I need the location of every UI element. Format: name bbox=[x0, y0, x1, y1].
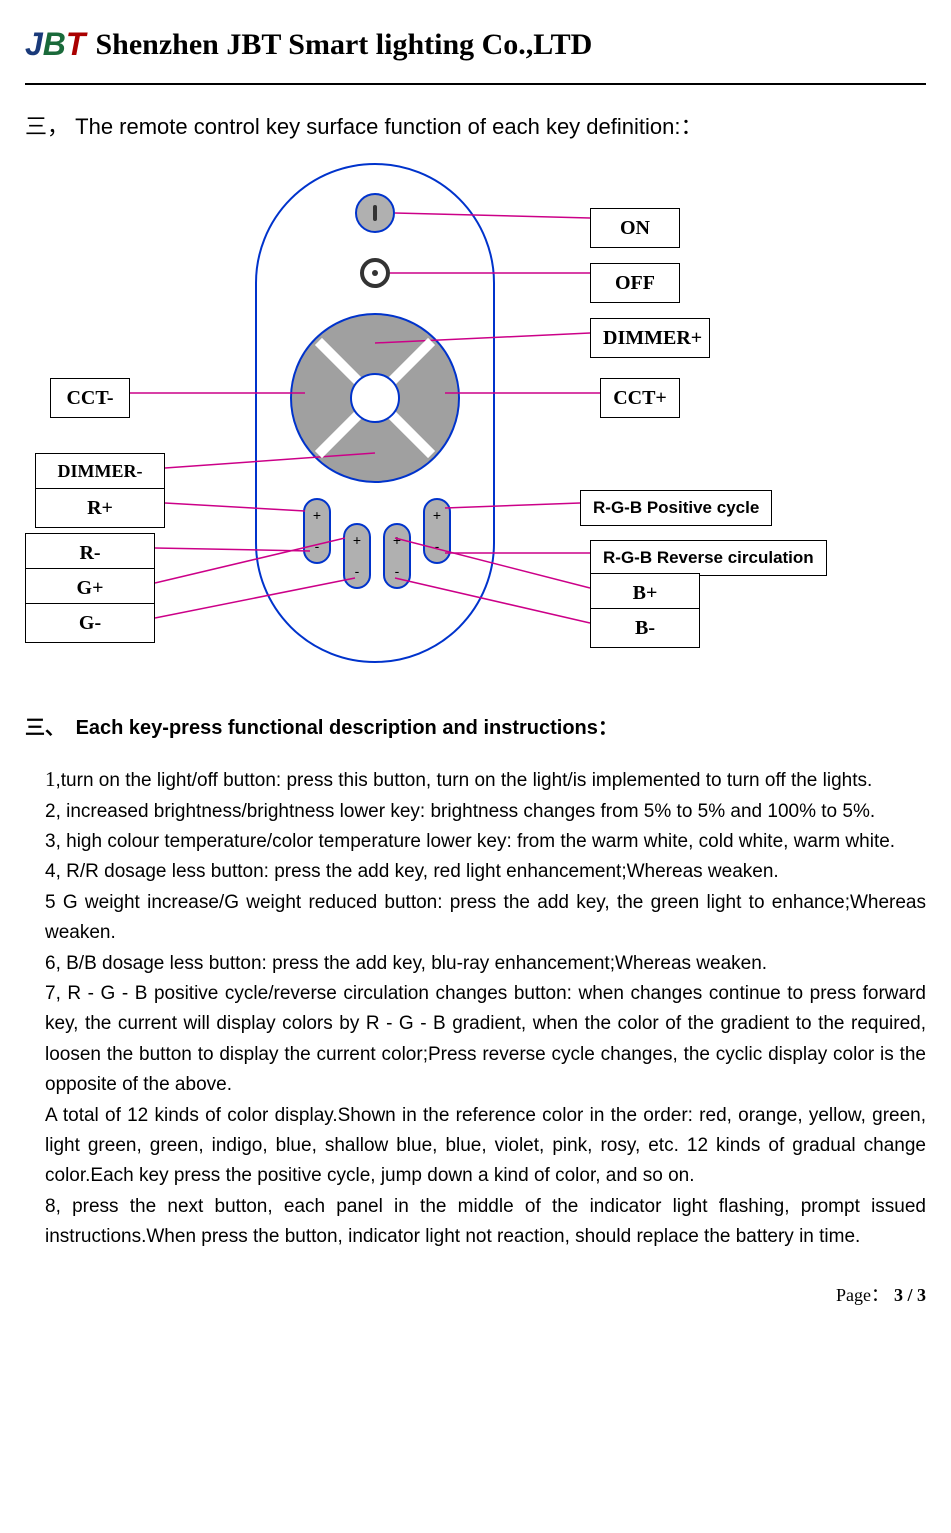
section-three-title: 三、 Each key-press functional description… bbox=[25, 713, 926, 743]
section-two-text: The remote control key surface function … bbox=[75, 114, 702, 139]
logo: J B T bbox=[25, 20, 85, 68]
label-cct-minus: CCT- bbox=[50, 378, 130, 418]
label-dimmer-minus: DIMMER- bbox=[35, 453, 165, 490]
label-dimmer-plus: DIMMER+ bbox=[590, 318, 710, 358]
plus-icon: + bbox=[433, 505, 441, 526]
logo-letter-b: B bbox=[43, 20, 66, 68]
on-button-icon bbox=[355, 193, 395, 233]
small-button-1: + - bbox=[303, 498, 331, 564]
instruction-8: 8, press the next button, each panel in … bbox=[45, 1192, 926, 1253]
instruction-7b: A total of 12 kinds of color display.Sho… bbox=[45, 1101, 926, 1192]
instruction-7: 7, R - G - B positive cycle/reverse circ… bbox=[45, 979, 926, 1101]
instruction-1-text: ,turn on the light/off button: press thi… bbox=[56, 770, 873, 791]
section-three-text: Each key-press functional description an… bbox=[76, 717, 618, 739]
label-g-minus: G- bbox=[25, 603, 155, 643]
instruction-3: 3, high colour temperature/color tempera… bbox=[45, 827, 926, 857]
off-button-icon bbox=[360, 258, 390, 288]
label-rgb-reverse: R-G-B Reverse circulation bbox=[590, 540, 827, 576]
label-cct-plus: CCT+ bbox=[600, 378, 680, 418]
instruction-6: 6, B/B dosage less button: press the add… bbox=[45, 949, 926, 979]
section-two-prefix: 三， bbox=[25, 114, 69, 139]
label-r-minus: R- bbox=[25, 533, 155, 573]
plus-icon: + bbox=[393, 530, 401, 551]
section-three-prefix: 三、 bbox=[25, 713, 70, 743]
plus-icon: + bbox=[313, 505, 321, 526]
minus-icon: - bbox=[435, 536, 440, 557]
label-r-plus: R+ bbox=[35, 488, 165, 528]
page-label: Page： bbox=[836, 1285, 889, 1305]
remote-diagram: + - + - + - + - ON OFF DIMMER+ CCT+ CCT-… bbox=[25, 163, 925, 683]
body-text: 1,turn on the light/off button: press th… bbox=[45, 763, 926, 1252]
label-b-plus: B+ bbox=[590, 573, 700, 613]
small-button-3: + - bbox=[383, 523, 411, 589]
instruction-5: 5 G weight increase/G weight reduced but… bbox=[45, 888, 926, 949]
instruction-2: 2, increased brightness/brightness lower… bbox=[45, 797, 926, 827]
logo-letter-j: J bbox=[25, 20, 43, 68]
label-off: OFF bbox=[590, 263, 680, 303]
label-rgb-positive: R-G-B Positive cycle bbox=[580, 490, 772, 526]
minus-icon: - bbox=[315, 536, 320, 557]
plus-icon: + bbox=[353, 530, 361, 551]
small-button-4: + - bbox=[423, 498, 451, 564]
minus-icon: - bbox=[395, 561, 400, 582]
page-number: 3 / 3 bbox=[894, 1285, 926, 1305]
section-two-title: 三， The remote control key surface functi… bbox=[25, 110, 926, 143]
label-b-minus: B- bbox=[590, 608, 700, 648]
header: J B T Shenzhen JBT Smart lighting Co.,LT… bbox=[25, 20, 926, 85]
ring-center bbox=[350, 373, 400, 423]
logo-letter-t: T bbox=[66, 20, 86, 68]
minus-icon: - bbox=[355, 561, 360, 582]
instruction-4: 4, R/R dosage less button: press the add… bbox=[45, 857, 926, 887]
footer: Page： 3 / 3 bbox=[25, 1282, 926, 1309]
instruction-1: 1,turn on the light/off button: press th… bbox=[45, 763, 926, 797]
label-g-plus: G+ bbox=[25, 568, 155, 608]
company-name: Shenzhen JBT Smart lighting Co.,LTD bbox=[95, 22, 592, 67]
small-button-2: + - bbox=[343, 523, 371, 589]
label-on: ON bbox=[590, 208, 680, 248]
